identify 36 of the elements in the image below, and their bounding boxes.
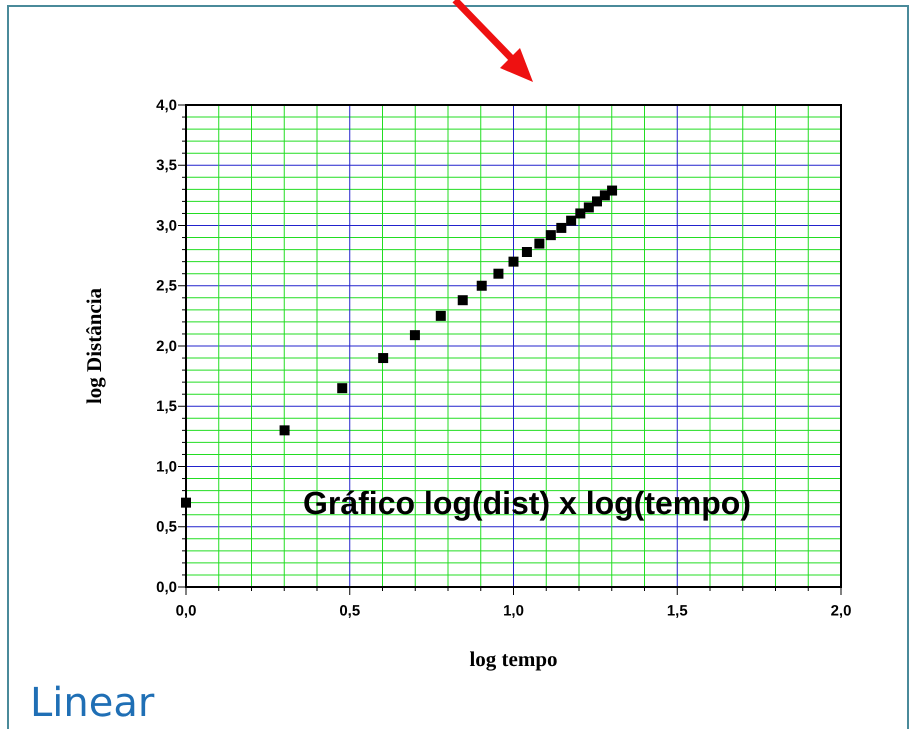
point [410,330,420,340]
y-tick-label: 4,0 [156,96,177,114]
y-axis-title: log Distância [82,287,106,404]
x-tick-label: 0,0 [176,602,196,620]
y-tick-label: 1,0 [156,458,177,476]
point [522,247,532,258]
point [493,268,504,279]
point [592,196,602,206]
point [534,238,544,249]
y-tick-label: 0,5 [156,518,177,536]
point [556,222,566,233]
point [280,425,290,436]
point [378,353,388,364]
point [181,498,191,508]
y-tick-label: 2,5 [156,278,177,295]
y-tick-label: 3,5 [156,157,177,174]
point [458,295,468,306]
x-tick-label: 1,5 [666,602,688,620]
y-tick-label: 0,0 [156,578,177,596]
point [575,208,586,218]
point [436,310,446,321]
point [476,280,487,291]
y-tick-label: 3,0 [156,217,177,234]
point [584,202,594,212]
point [607,186,618,196]
y-tick-label: 2,0 [156,338,177,355]
point [546,230,556,240]
x-tick-label: 2,0 [830,602,852,620]
x-tick-label: 0,5 [339,602,360,620]
point [508,256,518,267]
x-axis-title: log tempo [469,647,558,671]
x-tick-label: 1,0 [503,602,524,620]
text: Linear [30,680,155,726]
point [337,383,348,394]
point [566,216,576,226]
y-tick-label: 1,5 [156,398,177,416]
